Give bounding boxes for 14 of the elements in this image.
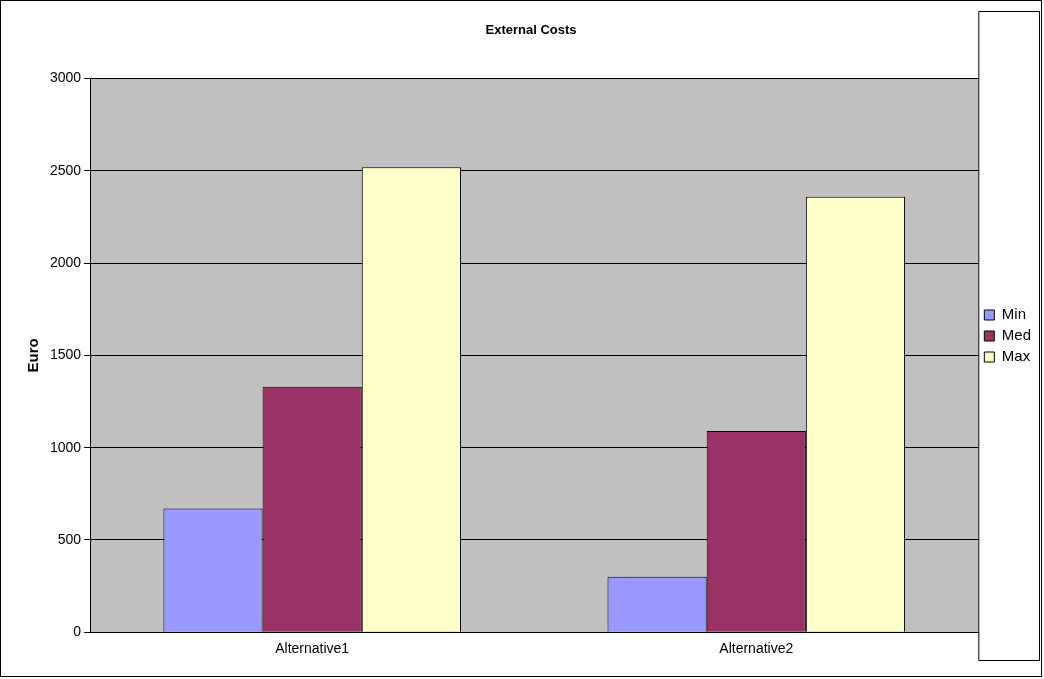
y-tick-label: 0 bbox=[73, 623, 82, 640]
legend-label: Med bbox=[1001, 326, 1032, 344]
x-tick-label: Alternative2 bbox=[719, 640, 794, 657]
y-tick-label: 2000 bbox=[49, 253, 82, 270]
y-axis-title: Euro bbox=[24, 338, 42, 373]
y-tick-label: 3000 bbox=[49, 69, 82, 86]
legend-label: Max bbox=[1001, 347, 1031, 365]
y-tick-label: 2500 bbox=[49, 161, 82, 178]
y-tick-label: 500 bbox=[57, 530, 82, 547]
y-tick-label: 1000 bbox=[49, 438, 82, 455]
y-tick-label: 1500 bbox=[49, 346, 82, 363]
legend-label: Min bbox=[1001, 305, 1026, 323]
x-tick-label: Alternative1 bbox=[275, 640, 350, 657]
chart-title: External Costs bbox=[485, 22, 577, 38]
